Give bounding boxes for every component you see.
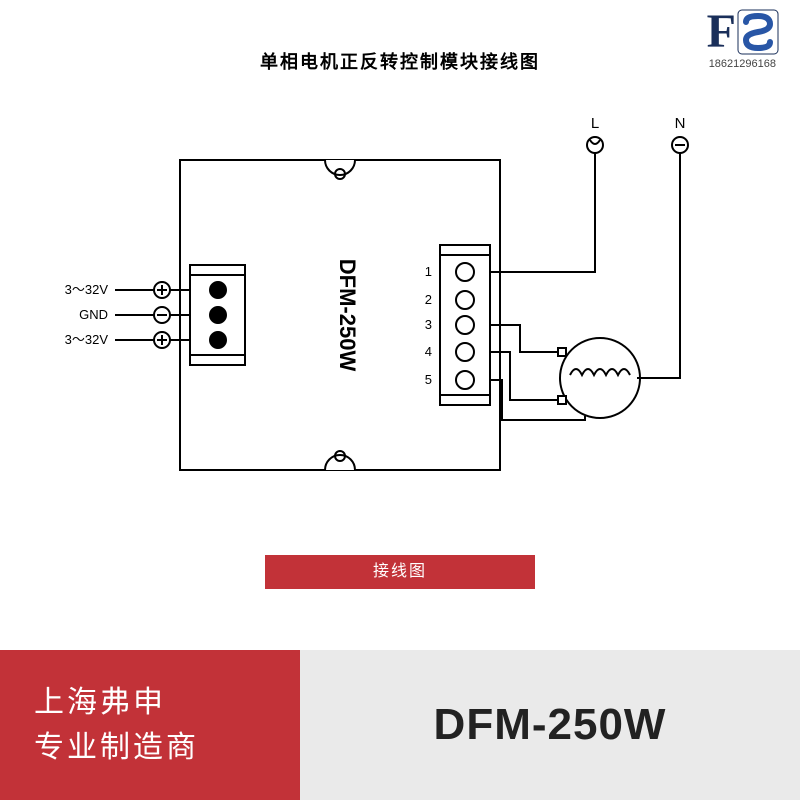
diagram-banner: 接线图: [265, 555, 535, 589]
footer-line1: 上海弗申: [34, 680, 300, 725]
footer: 上海弗申 专业制造商 DFM-250W: [0, 650, 800, 800]
logo-fs: F: [707, 8, 778, 56]
power-l-label: L: [591, 115, 599, 132]
logo-f-letter: F: [707, 8, 736, 56]
left-term-1-label: 3～32V: [65, 282, 109, 297]
footer-left: 上海弗申 专业制造商: [0, 650, 300, 800]
left-term-2-label: GND: [79, 307, 108, 322]
power-n-label: N: [675, 115, 686, 132]
right-term-1: 1: [425, 264, 432, 279]
left-term-3-label: 3～32V: [65, 332, 109, 347]
page-title: 单相电机正反转控制模块接线图: [260, 48, 540, 74]
right-term-2: 2: [425, 292, 432, 307]
right-term-3: 3: [425, 317, 432, 332]
logo-phone: 18621296168: [709, 58, 776, 70]
module-label: DFM-250W: [335, 259, 360, 372]
logo: F 18621296168: [707, 8, 778, 70]
wiring-diagram: 3～32V GND 3～32V 1 2 3 4 5 L N DFM-250W: [40, 100, 760, 550]
footer-right: DFM-250W: [300, 650, 800, 800]
logo-s-icon: [738, 10, 778, 54]
footer-line2: 专业制造商: [34, 725, 300, 770]
right-term-5: 5: [425, 372, 432, 387]
right-term-4: 4: [425, 344, 432, 359]
footer-model: DFM-250W: [434, 700, 667, 750]
